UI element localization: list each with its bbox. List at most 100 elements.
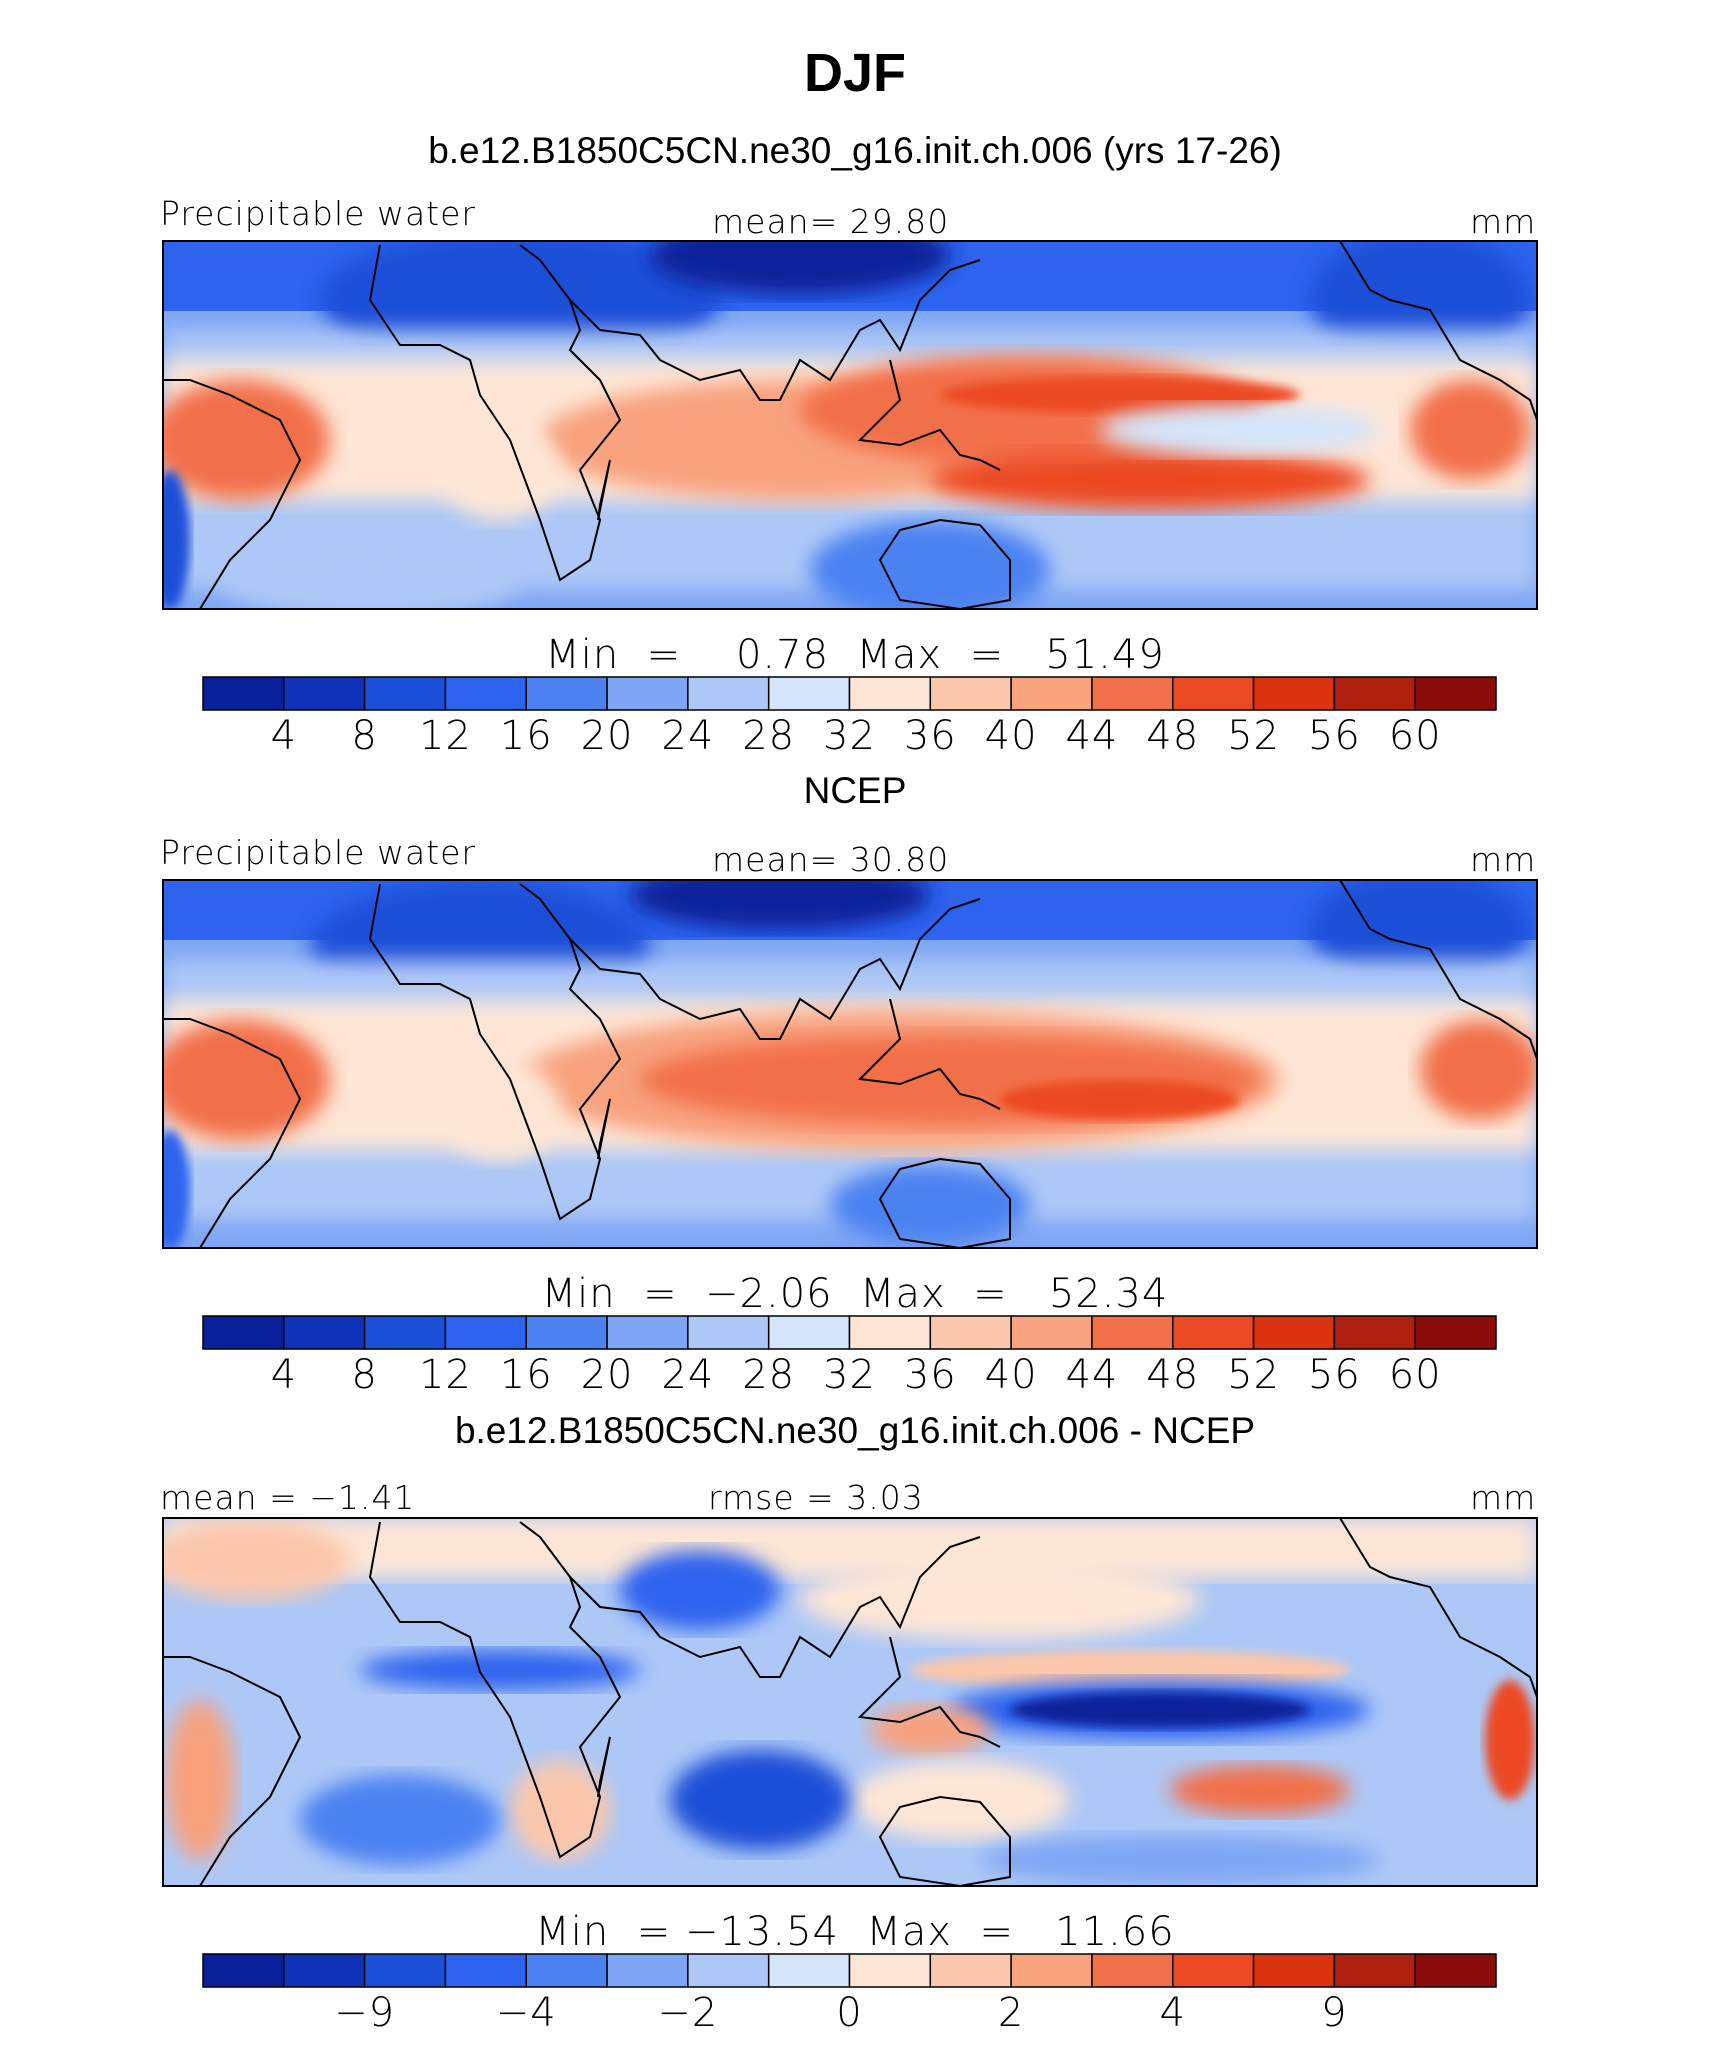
colorbar-3-tick-label: 2	[997, 1990, 1025, 2036]
colorbar-3-box	[606, 1953, 689, 1988]
panel-3-rmse-label: rmse = 3.03	[708, 1478, 924, 1517]
panel-3-frame	[162, 1517, 1538, 1887]
colorbar-1-box	[1172, 676, 1255, 711]
panel-1-coastlines	[163, 240, 1538, 611]
colorbar-2-tick-label: 20	[580, 1352, 634, 1398]
colorbar-1-box	[1252, 676, 1336, 711]
colorbar-2-box	[767, 1315, 851, 1350]
colorbar-1-box	[363, 676, 447, 711]
colorbar-3-box	[1010, 1953, 1093, 1988]
panel-2-mean-label: mean= 30.80	[712, 840, 950, 879]
panel-1-minmax: Min = 0.78 Max = 51.49	[545, 632, 1165, 678]
colorbar-3-tick-label: 9	[1321, 1990, 1348, 2036]
panel-1-title: b.e12.B1850C5CN.ne30_g16.init.ch.006 (yr…	[428, 130, 1282, 171]
colorbar-2-box	[687, 1315, 770, 1350]
colorbar-1-box	[767, 676, 851, 711]
colorbar-2	[202, 1315, 1497, 1350]
colorbar-1-tick-label: 16	[499, 713, 553, 759]
colorbar-1-box	[444, 676, 527, 711]
colorbar-2-box	[929, 1315, 1012, 1350]
colorbar-2-tick-label: 36	[903, 1352, 957, 1398]
panel-1-field	[163, 241, 1537, 609]
colorbar-2-box	[1010, 1315, 1093, 1350]
colorbar-3	[202, 1953, 1497, 1988]
colorbar-2-tick-label: 8	[351, 1352, 378, 1398]
panel-2-units-label: mm	[1470, 840, 1537, 879]
colorbar-2-box	[202, 1315, 285, 1350]
colorbar-3-box	[1252, 1953, 1336, 1988]
colorbar-2-box	[1172, 1315, 1255, 1350]
colorbar-3-box	[1172, 1953, 1255, 1988]
colorbar-2-tick-label: 24	[661, 1352, 715, 1398]
colorbar-2-box	[1333, 1315, 1416, 1350]
colorbar-2-box	[1091, 1315, 1174, 1350]
colorbar-1-box	[283, 676, 366, 711]
colorbar-3-box	[525, 1953, 608, 1988]
colorbar-1-tick-label: 36	[903, 713, 957, 759]
colorbar-1-tick-label: 20	[580, 713, 634, 759]
colorbar-1-tick-label: 4	[270, 713, 298, 759]
colorbar-1-box	[1414, 676, 1497, 711]
colorbar-2-tick-label: 44	[1065, 1352, 1119, 1398]
colorbar-2-tick-label: 4	[270, 1352, 298, 1398]
colorbar-2-tick-label: 52	[1227, 1352, 1281, 1398]
panel-1-frame	[162, 240, 1538, 610]
colorbar-3-box	[687, 1953, 770, 1988]
colorbar-2-box	[363, 1315, 447, 1350]
panel-3-mean-label: mean = −1.41	[160, 1478, 416, 1517]
colorbar-1-tick-label: 52	[1227, 713, 1281, 759]
colorbar-1-tick-label: 56	[1307, 713, 1361, 759]
colorbar-2-box	[1252, 1315, 1336, 1350]
panel-2-minmax: Min = −2.06 Max = 52.34	[541, 1271, 1169, 1317]
colorbar-1-box	[606, 676, 689, 711]
figure-title: DJF	[803, 43, 906, 103]
colorbar-2-box	[283, 1315, 366, 1350]
panel-2-frame	[162, 879, 1538, 1249]
colorbar-1-tick-label: 8	[351, 713, 378, 759]
colorbar-2-tick-label: 12	[418, 1352, 472, 1398]
colorbar-3-box	[202, 1953, 285, 1988]
colorbar-3-box	[1414, 1953, 1497, 1988]
colorbar-1-tick-label: 48	[1146, 713, 1200, 759]
colorbar-2-box	[606, 1315, 689, 1350]
panel-3-coastlines	[162, 1517, 1538, 1887]
colorbar-2-tick-label: 60	[1388, 1352, 1442, 1398]
colorbar-3-tick-label: −9	[334, 1990, 396, 2036]
colorbar-3-box	[283, 1953, 366, 1988]
colorbar-2-tick-label: 56	[1307, 1352, 1361, 1398]
panel-3-title: b.e12.B1850C5CN.ne30_g16.init.ch.006 - N…	[454, 1410, 1256, 1451]
colorbar-2-box	[1414, 1315, 1497, 1350]
colorbar-3-box	[1333, 1953, 1416, 1988]
colorbar-1-box	[687, 676, 770, 711]
colorbar-3-tick-label: −2	[657, 1990, 719, 2036]
colorbar-1-box	[525, 676, 608, 711]
panel-2-title: NCEP	[803, 770, 907, 811]
colorbar-3-box	[444, 1953, 527, 1988]
colorbar-3-box	[848, 1953, 932, 1988]
colorbar-3-box	[1091, 1953, 1174, 1988]
colorbar-2-tick-label: 48	[1146, 1352, 1200, 1398]
colorbar-3-box	[363, 1953, 447, 1988]
colorbar-1-tick-label: 24	[661, 713, 715, 759]
panel-1-variable-label: Precipitable water	[160, 194, 476, 233]
colorbar-1-box	[1010, 676, 1093, 711]
panel-2-coastlines	[162, 879, 1538, 1249]
colorbar-1-tick-label: 60	[1388, 713, 1442, 759]
colorbar-2-tick-label: 16	[499, 1352, 553, 1398]
colorbar-1-tick-label: 40	[984, 713, 1038, 759]
colorbar-3-box	[767, 1953, 851, 1988]
colorbar-2-box	[848, 1315, 932, 1350]
colorbar-3-tick-label: −4	[495, 1990, 557, 2036]
colorbar-1-box	[202, 676, 285, 711]
panel-3-field	[163, 1518, 1537, 1886]
panel-1-units-label: mm	[1470, 202, 1537, 241]
panel-2-field	[163, 880, 1537, 1248]
colorbar-3-box	[929, 1953, 1012, 1988]
colorbar-1-box	[848, 676, 932, 711]
panel-2-variable-label: Precipitable water	[160, 833, 476, 872]
colorbar-1-box	[1333, 676, 1416, 711]
colorbar-1-tick-label: 12	[418, 713, 472, 759]
colorbar-2-box	[444, 1315, 527, 1350]
colorbar-3-tick-label: 0	[836, 1990, 863, 2036]
